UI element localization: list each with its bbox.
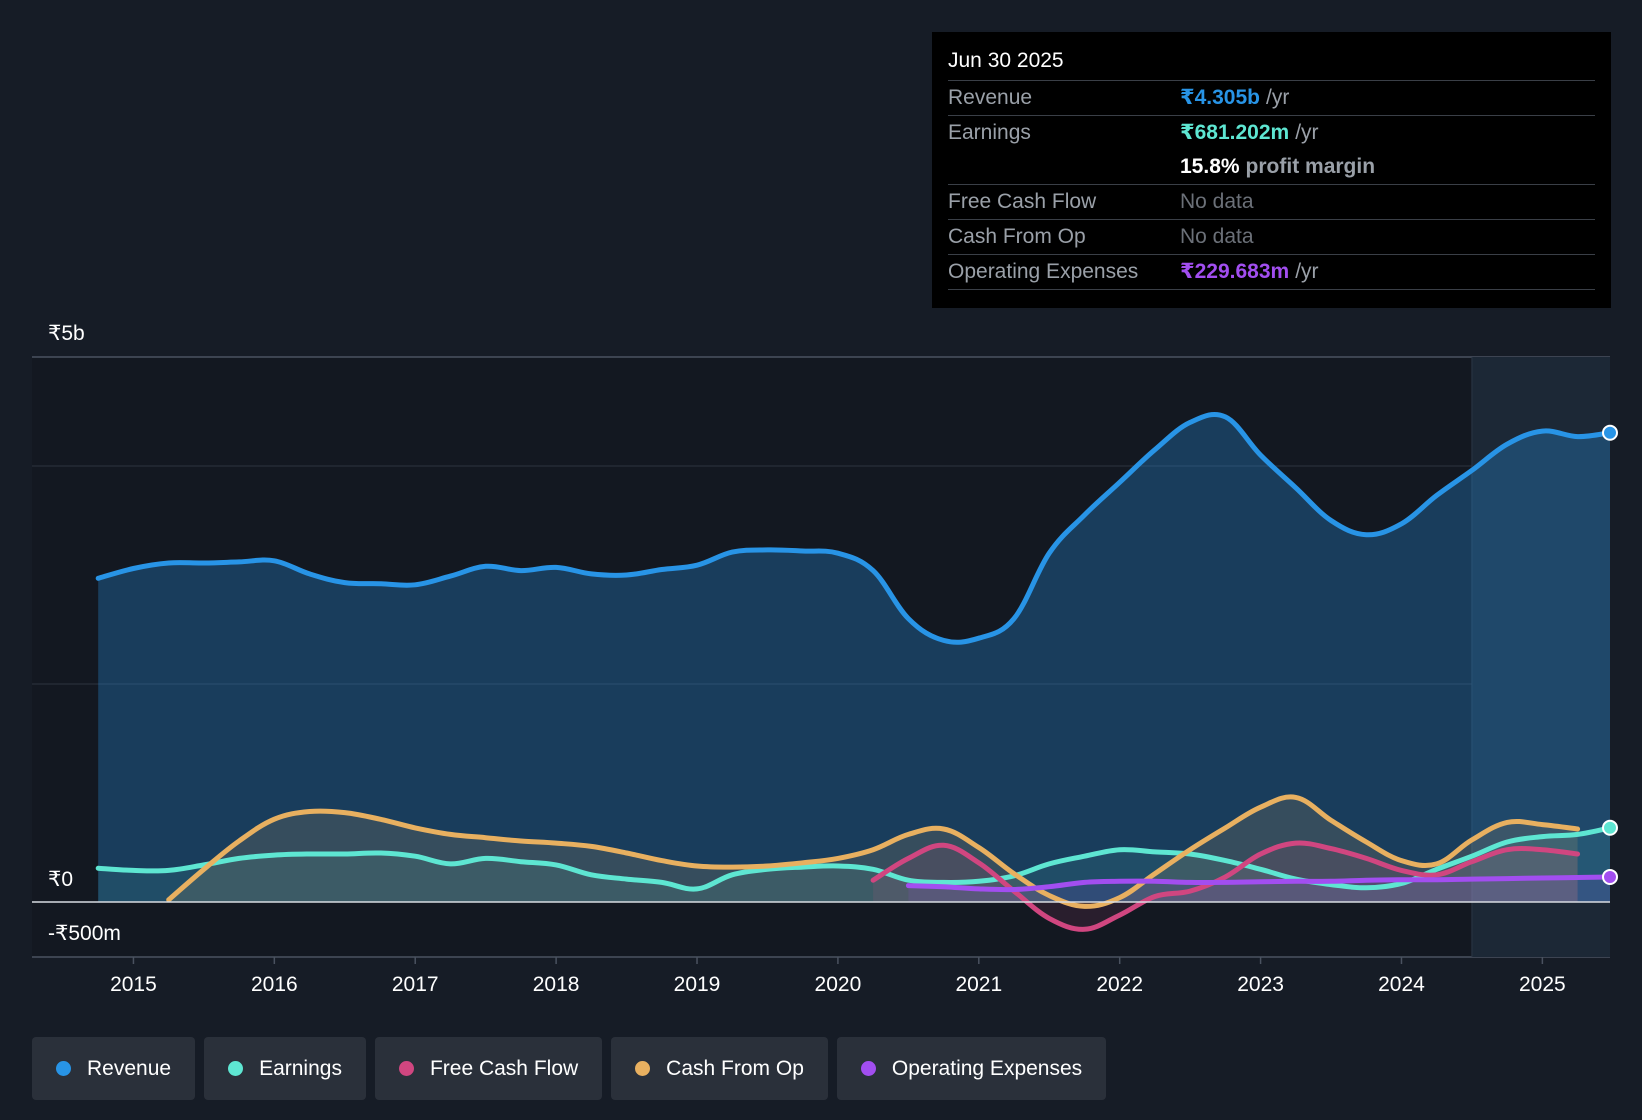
y-axis: ₹5b ₹0 -₹500m [48,322,121,945]
tooltip-earnings-unit: /yr [1295,121,1319,144]
x-tick-label: 2023 [1237,973,1284,996]
legend-item-operating-expenses[interactable]: Operating Expenses [836,1037,1107,1100]
opex-endpoint [1602,868,1618,885]
legend-item-earnings[interactable]: Earnings [204,1037,366,1100]
x-tick-label: 2016 [251,973,298,996]
x-tick-label: 2015 [110,973,157,996]
tooltip-revenue-value: ₹4.305b [1180,86,1260,109]
tooltip-row-margin: 15.8% profit margin [948,150,1595,185]
tooltip-revenue-label: Revenue [948,86,1033,109]
tooltip-cfo-label: Cash From Op [948,225,1086,248]
forecast-shade [1471,357,1610,957]
x-tick-label: 2024 [1378,973,1425,996]
tooltip-date: Jun 30 2025 [948,46,1595,81]
tooltip-margin-label: profit margin [1245,155,1376,178]
x-tick-label: 2021 [955,973,1002,996]
tooltip-revenue-unit: /yr [1266,86,1290,109]
legend-item-free-cash-flow[interactable]: Free Cash Flow [374,1037,603,1100]
tooltip-earnings-label: Earnings [948,121,1031,144]
tooltip-row-fcf: Free Cash Flow No data [948,185,1595,220]
cash-from-op-dot-icon [635,1061,651,1076]
plot-background [32,357,1610,957]
x-tick-label: 2025 [1519,973,1566,996]
tooltip-fcf-label: Free Cash Flow [948,190,1097,213]
legend-label-cash-from-op: Cash From Op [666,1056,804,1080]
x-tick-label: 2018 [533,973,580,996]
legend-label-free-cash-flow: Free Cash Flow [429,1056,579,1080]
legend-item-cash-from-op[interactable]: Cash From Op [611,1037,828,1100]
fcf-line [870,840,1581,932]
earnings-dot-icon [228,1061,244,1076]
fcf-area [873,842,1578,930]
tooltip-row-revenue: Revenue ₹4.305b/yr [948,81,1595,116]
tooltip-opex-value: ₹229.683m [1180,260,1290,283]
tooltip-opex-label: Operating Expenses [948,260,1139,283]
x-tick-label: 2020 [815,973,862,996]
endpoint-layer [1602,424,1618,885]
legend-label-operating-expenses: Operating Expenses [891,1056,1083,1080]
cfo-line [166,794,1581,909]
grid-layer [32,356,1610,958]
legend-label-revenue: Revenue [87,1056,172,1080]
x-tick-label: 2022 [1096,973,1143,996]
revenue-endpoint [1602,424,1618,441]
earnings-line [95,825,1613,892]
revenue-area [98,414,1611,902]
free-cash-flow-dot-icon [398,1061,414,1076]
tooltip-fcf-value: No data [1180,190,1254,213]
tooltip-margin-value: 15.8% [1180,155,1240,178]
y-tick-label: ₹0 [48,868,73,891]
tooltip: Jun 30 2025 Revenue ₹4.305b/yr Earnings … [932,32,1611,308]
y-tick-label: -₹500m [48,922,121,945]
tooltip-cfo-value: No data [1180,225,1254,248]
x-axis: 2015 2016 2017 2018 2019 2020 2021 2022 2023 2024… [110,957,1566,996]
line-layer [32,411,1613,932]
revenue-dot-icon [56,1061,71,1076]
legend-item-revenue[interactable]: Revenue [32,1037,196,1100]
x-tick-label: 2019 [674,973,721,996]
tooltip-row-earnings: Earnings ₹681.202m/yr [948,116,1595,150]
tooltip-row-cfo: Cash From Op No data [948,220,1595,255]
tooltip-row-opex: Operating Expenses ₹229.683m/yr [948,255,1595,290]
tooltip-opex-unit: /yr [1295,260,1319,283]
legend-label-earnings: Earnings [259,1056,342,1080]
revenue-line [95,411,1613,645]
opex-line [905,874,1613,893]
operating-expenses-dot-icon [860,1061,876,1076]
x-tick-label: 2017 [392,973,439,996]
y-tick-label: ₹5b [48,322,85,345]
tooltip-earnings-value: ₹681.202m [1180,121,1290,144]
forecast-region [1471,357,1610,957]
legend: Revenue Earnings Free Cash Flow Cash Fro… [32,1037,1107,1100]
earnings-endpoint [1602,819,1618,836]
